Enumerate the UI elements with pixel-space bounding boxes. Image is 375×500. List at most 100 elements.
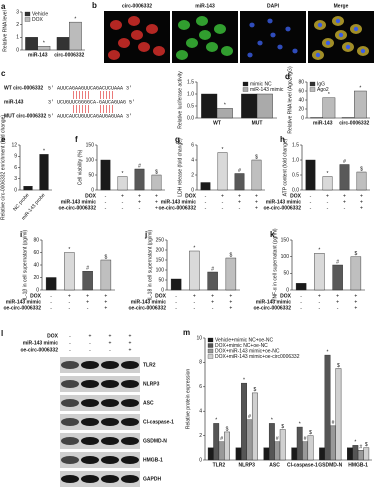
condition-sign: + [229, 305, 232, 311]
condition-label: DOX [185, 193, 197, 199]
blot-band [61, 418, 79, 426]
y-axis-label: LDH release (fold change) [177, 138, 183, 197]
condition-label: DOX [47, 333, 59, 339]
cell [118, 38, 130, 48]
bar [134, 168, 145, 191]
bar [356, 171, 367, 191]
condition-sign: + [68, 293, 71, 299]
significance-marker: * [68, 247, 70, 253]
condition-sign: - [194, 299, 196, 305]
x-tick-label: MUT [252, 120, 263, 126]
blot-band [101, 380, 119, 388]
significance-marker: $ [309, 430, 312, 436]
panel-letter: b [92, 1, 97, 10]
blot-band [81, 437, 99, 445]
cell [138, 42, 150, 52]
condition-sign: + [336, 293, 339, 299]
x-tick-label: miR-143 [313, 120, 333, 126]
condition-sign: - [337, 305, 339, 311]
condition-sign: + [155, 205, 158, 211]
condition-label: oe-circ-0006332 [263, 205, 301, 211]
bar [234, 173, 245, 191]
condition-sign: + [336, 299, 339, 305]
y-tick-label: 250 [156, 237, 165, 243]
bar [225, 257, 237, 291]
y-tick-label: 40 [298, 97, 304, 103]
legend-label: mimic NC [250, 81, 272, 87]
cell [214, 24, 226, 34]
significance-marker: $ [365, 442, 368, 448]
legend-swatch [207, 337, 214, 343]
panel-letter: j [144, 230, 147, 239]
blot-band [101, 361, 119, 369]
bar [296, 426, 303, 461]
condition-sign: + [318, 293, 321, 299]
bar [207, 447, 214, 461]
condition-sign: + [104, 293, 107, 299]
y-tick-label: 20 [298, 106, 304, 112]
y-tick-label: 150 [281, 237, 290, 243]
condition-sign: + [255, 205, 258, 211]
blot-band [121, 361, 139, 369]
condition-sign: + [238, 199, 241, 205]
legend-swatch [207, 343, 214, 348]
bar [25, 37, 38, 51]
significance-marker: * [327, 349, 329, 355]
x-tick-label: WT [213, 120, 221, 126]
panel-letter: d [285, 72, 290, 81]
cell [270, 32, 276, 38]
condition-sign: - [69, 305, 71, 311]
y-tick-label: 6 [191, 142, 194, 148]
significance-marker: # [332, 420, 335, 426]
blot-band [61, 361, 79, 369]
bar [82, 271, 93, 291]
legend-label: miR-143 mimic [250, 87, 284, 93]
bar [170, 278, 182, 291]
condition-label: DOX [85, 193, 97, 199]
y-axis-label: ATP content (fold change) [282, 138, 288, 196]
cell [110, 20, 122, 30]
condition-sign: - [300, 305, 302, 311]
condition-sign: + [155, 193, 158, 199]
condition-sign: - [50, 293, 52, 299]
blot-band [121, 399, 139, 407]
condition-sign: - [109, 347, 111, 353]
cell [292, 48, 298, 54]
condition-sign: - [175, 299, 177, 305]
y-tick-label: 0 [161, 287, 164, 293]
bar [45, 277, 57, 291]
nucleus [345, 44, 351, 50]
y-axis-label: IL-1β in cell supernatant (pg/ml) [22, 229, 28, 300]
condition-sign: - [69, 299, 71, 305]
y-axis-label: TNF-α in cell supernatant (pg/ml) [272, 228, 278, 302]
condition-sign: - [344, 205, 346, 211]
nucleus [315, 52, 321, 58]
significance-marker: # [276, 436, 279, 442]
protein-label: TLR2 [143, 362, 156, 368]
condition-sign: + [360, 205, 363, 211]
significance-marker: * [271, 418, 273, 424]
y-tick-label: 1 [16, 35, 19, 41]
condition-sign: - [205, 193, 207, 199]
condition-sign: - [319, 299, 321, 305]
blot-band [121, 437, 139, 445]
nucleus [335, 18, 341, 24]
x-tick-label: ASC [269, 462, 280, 468]
condition-label: oe-circ-0006332 [253, 305, 291, 311]
nucleus [317, 22, 323, 28]
legend-swatch [309, 87, 316, 92]
significance-marker: * [299, 421, 301, 427]
condition-sign: + [326, 193, 329, 199]
bar [246, 419, 253, 461]
condition-sign: + [86, 299, 89, 305]
bar [322, 176, 333, 191]
condition-sign: + [238, 193, 241, 199]
x-tick-label: miR-143 [28, 52, 48, 58]
y-tick-label: 150 [156, 257, 165, 263]
blot-strip [60, 395, 140, 411]
condition-sign: + [229, 299, 232, 305]
bar [218, 441, 225, 461]
condition-label: miR-143 mimic [6, 299, 42, 305]
panel-letter: a [1, 2, 6, 11]
condition-sign: - [139, 205, 141, 211]
